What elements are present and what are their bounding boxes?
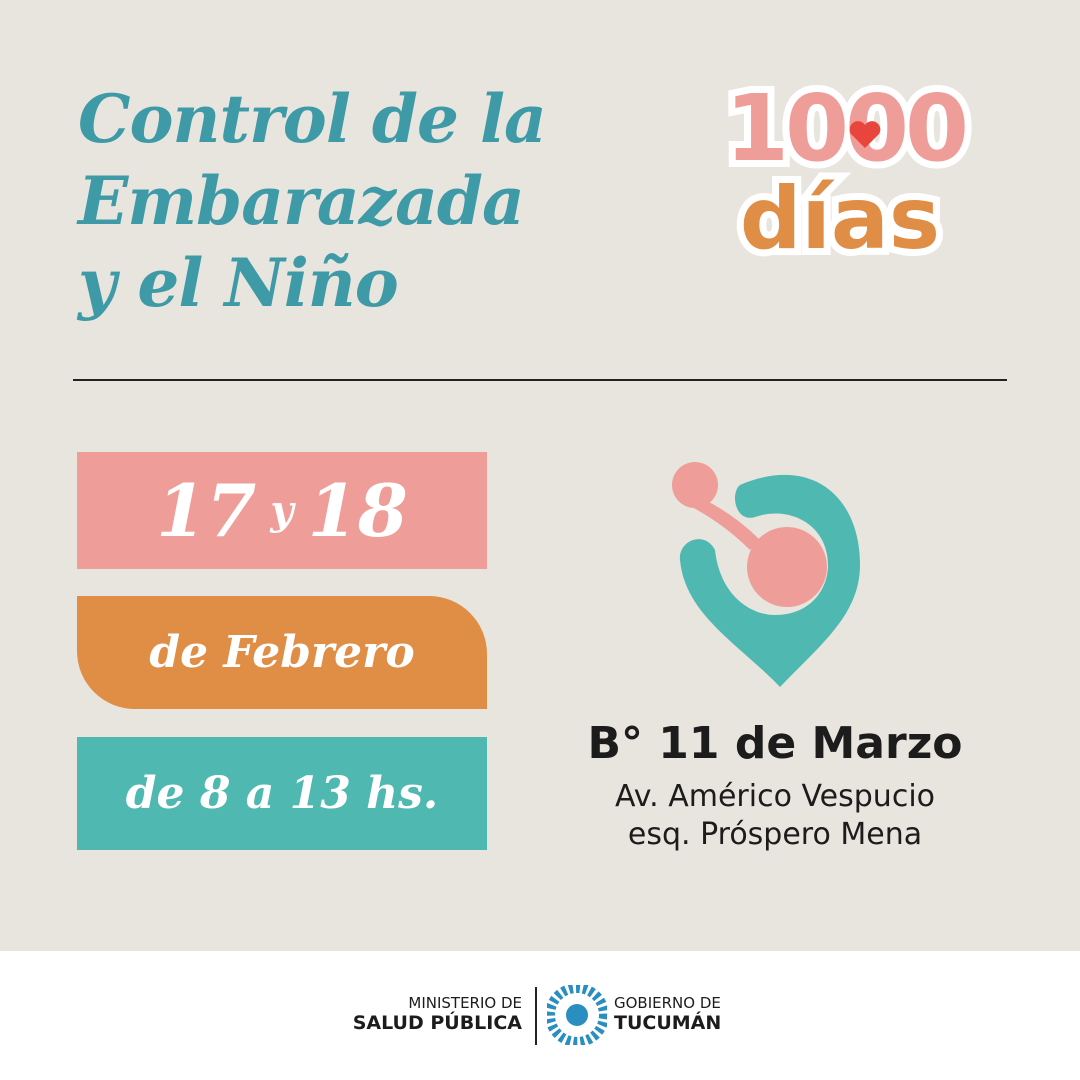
government-line: GOBIERNO DE	[614, 994, 721, 1012]
government-name: TUCUMÁN	[614, 1012, 722, 1034]
title-line: y el Niño	[78, 244, 399, 322]
divider	[73, 379, 1007, 381]
title-line: Embarazada	[78, 162, 525, 240]
corner: esq. Próspero Mena	[627, 817, 923, 852]
government-line: TUCUMÁN	[614, 1013, 721, 1034]
footer: MINISTERIO DE SALUD PÚBLICA GOBIERNO DE …	[0, 951, 1080, 1080]
ministry-line: MINISTERIO DE	[408, 994, 522, 1012]
conjunction: y	[270, 487, 294, 534]
pin-dot	[747, 527, 827, 607]
pin-dot-small	[672, 462, 718, 508]
street: Av. Américo Vespucio	[614, 779, 936, 814]
logo-word: días	[740, 169, 940, 269]
government-emblem	[547, 985, 607, 1045]
ministry: MINISTERIO DE SALUD PÚBLICA	[353, 993, 522, 1034]
footer-divider	[535, 987, 537, 1045]
ministry-name: SALUD PÚBLICA	[352, 1012, 522, 1034]
emblem-core	[566, 1004, 588, 1026]
pin-link	[692, 500, 760, 550]
title-line: Control de la	[78, 80, 547, 158]
logo: 1000 días	[718, 70, 976, 270]
address: Av. Américo Vespucio esq. Próspero Mena	[540, 778, 1010, 854]
emblem-rays	[547, 985, 607, 1045]
month: de Febrero	[149, 627, 415, 678]
hours: de 8 a 13 hs.	[125, 768, 439, 819]
location-pin	[672, 462, 860, 687]
ministry-line: SALUD PÚBLICA	[353, 1013, 522, 1034]
pin-ring	[679, 474, 860, 687]
logo-number: 1000	[725, 75, 965, 182]
government: GOBIERNO DE TUCUMÁN	[614, 993, 721, 1034]
logo-heart	[849, 121, 881, 148]
day: 17	[156, 468, 257, 553]
month-box: de Febrero	[77, 596, 487, 709]
neighborhood: B° 11 de Marzo	[587, 718, 963, 769]
hours-box: de 8 a 13 hs.	[77, 737, 487, 850]
title: Control de la Embarazada y el Niño	[78, 78, 547, 324]
date-box: 17 y 18	[77, 452, 487, 569]
day: 18	[307, 468, 408, 553]
